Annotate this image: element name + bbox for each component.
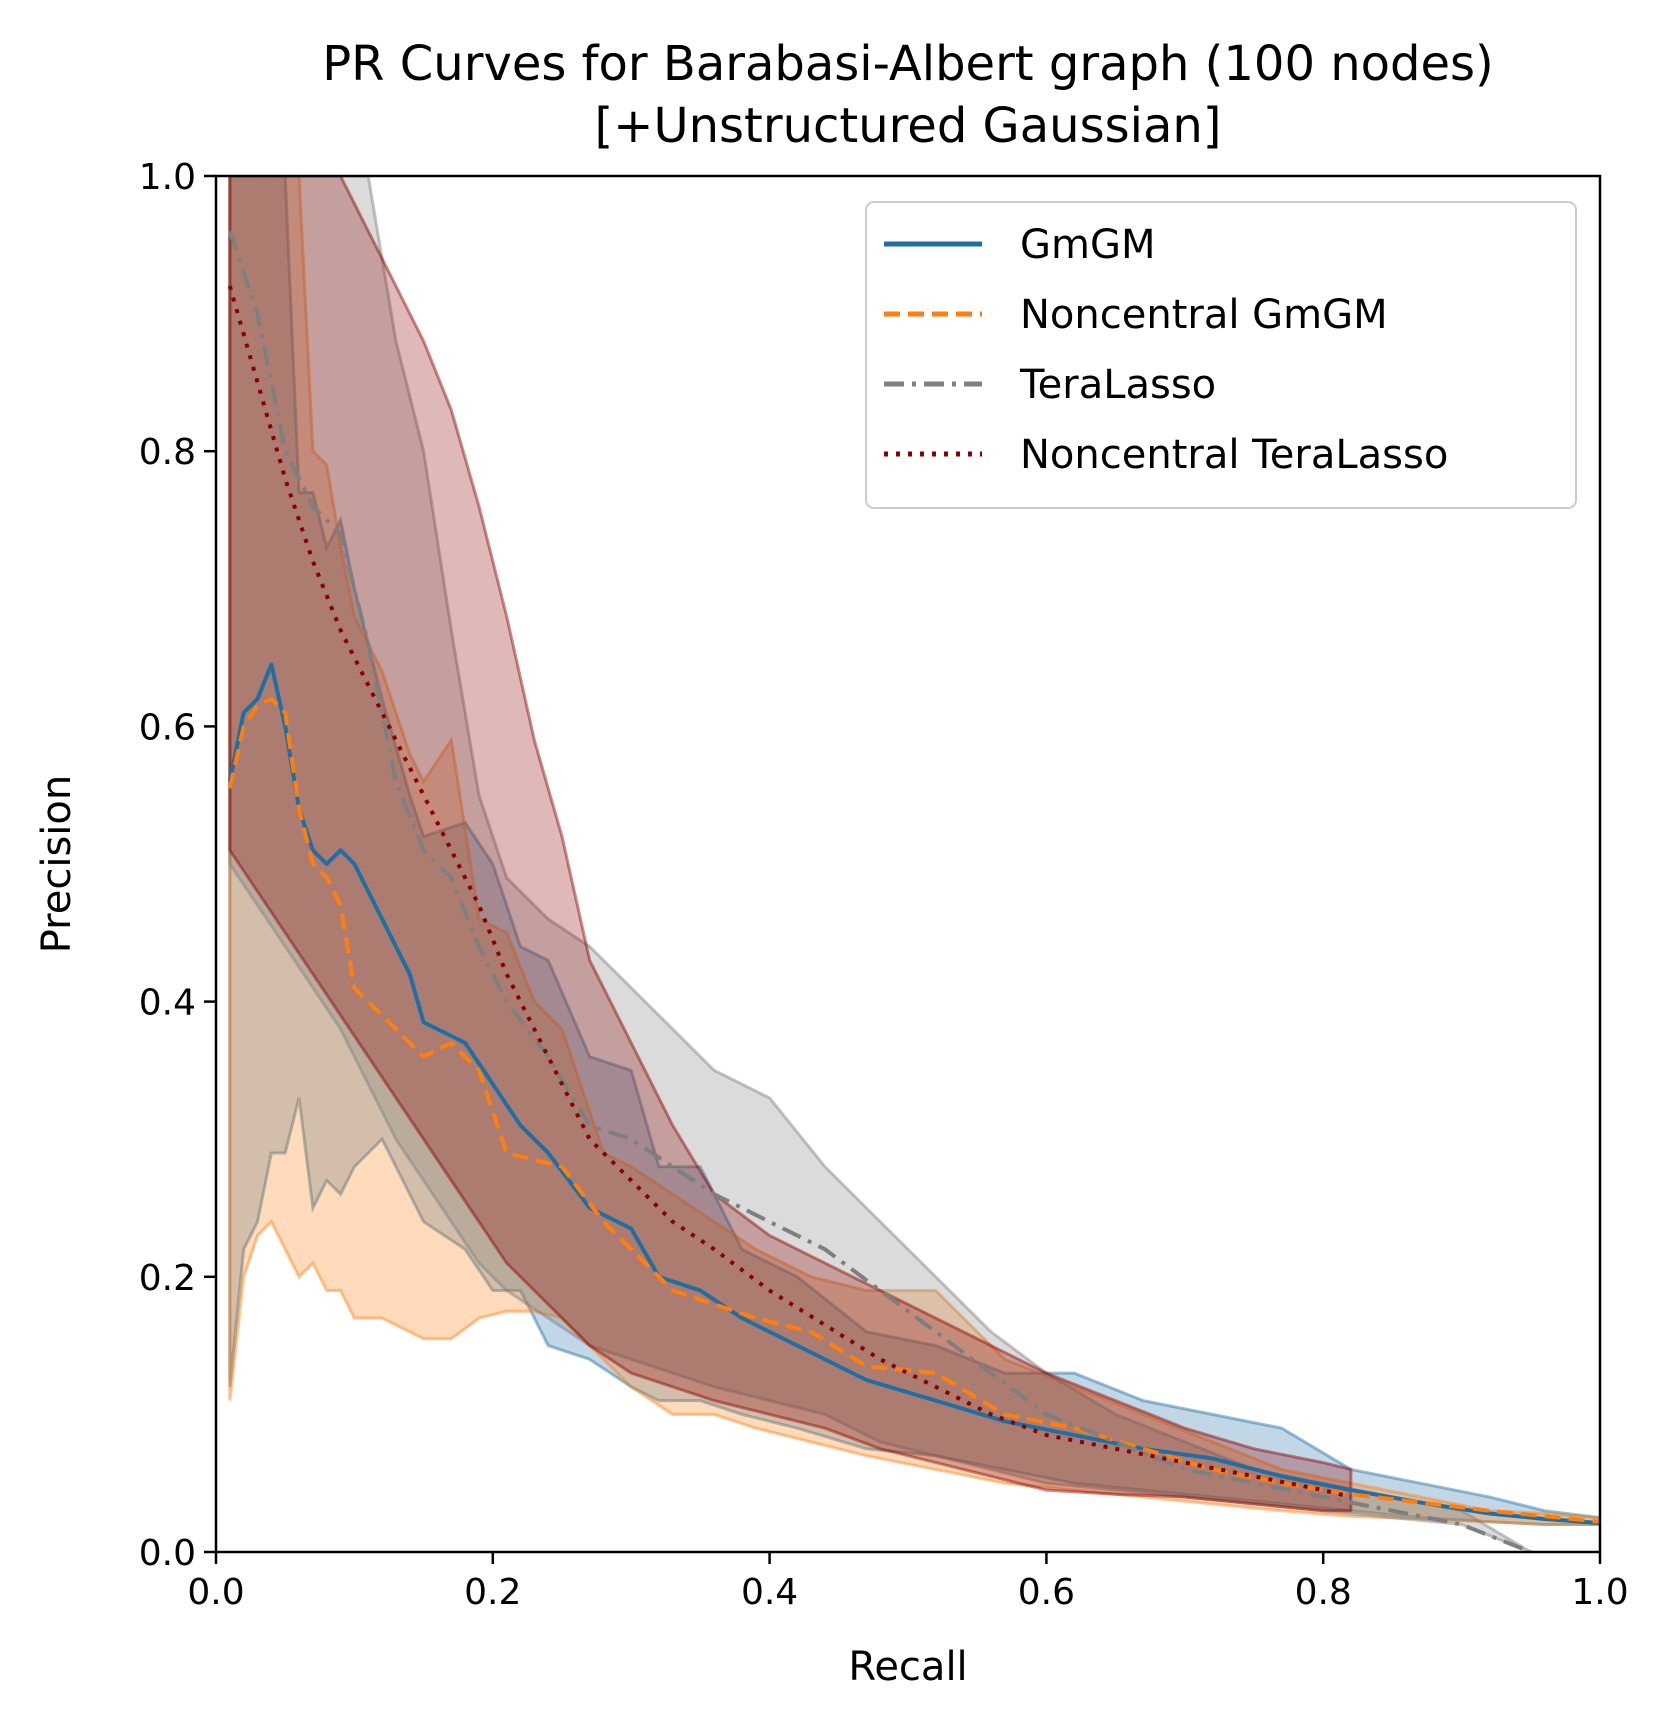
y-tick-label: 0.4 xyxy=(139,983,196,1024)
y-tick-label: 0.2 xyxy=(139,1258,196,1299)
x-axis-ticks: 0.0 0.2 0.4 0.6 0.8 1.0 xyxy=(187,1552,1629,1613)
x-tick-label: 0.6 xyxy=(1018,1572,1075,1613)
x-tick-label: 0.2 xyxy=(464,1572,521,1613)
noncentral-teralasso-band xyxy=(228,176,1353,1513)
chart-title: PR Curves for Barabasi-Albert graph (100… xyxy=(322,36,1494,92)
y-tick-label: 0.8 xyxy=(139,432,196,473)
y-axis-ticks: 0.0 0.2 0.4 0.6 0.8 1.0 xyxy=(139,157,216,1574)
series-lines xyxy=(227,230,1600,1552)
y-tick-label: 0.6 xyxy=(139,707,196,748)
y-tick-label: 0.0 xyxy=(139,1533,196,1574)
chart-subtitle: [+Unstructured Gaussian] xyxy=(595,98,1222,154)
noncentral-gmgm-legend-label: Noncentral GmGM xyxy=(1020,292,1388,338)
plot-area-frame xyxy=(214,174,1602,1554)
noncentral-teralasso-line xyxy=(227,285,1352,1499)
teralasso-legend-label: TeraLasso xyxy=(1019,362,1216,408)
x-tick-label: 1.0 xyxy=(1571,1572,1628,1613)
x-axis-label: Recall xyxy=(848,1644,967,1690)
legend: GmGM Noncentral GmGM TeraLasso Noncentral T… xyxy=(865,201,1577,509)
teralasso-line xyxy=(227,230,1532,1552)
x-tick-label: 0.8 xyxy=(1295,1572,1352,1613)
y-axis-label: Precision xyxy=(34,775,80,953)
x-tick-label: 0.0 xyxy=(187,1572,244,1613)
y-tick-label: 1.0 xyxy=(139,157,196,198)
gmgm-legend-label: GmGM xyxy=(1020,222,1155,268)
gmgm-line xyxy=(227,662,1600,1526)
x-tick-label: 0.4 xyxy=(741,1572,798,1613)
legend-box xyxy=(865,201,1577,509)
noncentral-teralasso-legend-label: Noncentral TeraLasso xyxy=(1020,432,1448,478)
